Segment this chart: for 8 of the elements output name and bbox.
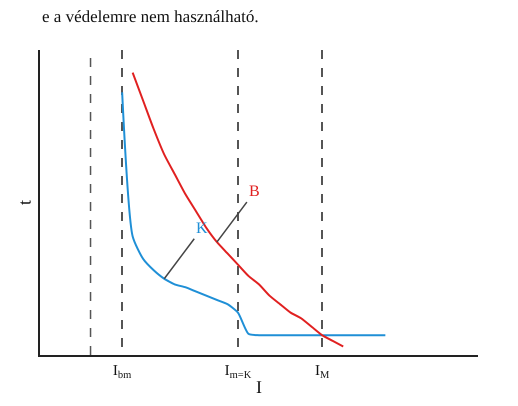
text: B	[249, 183, 260, 200]
x-tick-label: I$_{m=K}$	[224, 363, 252, 382]
x-tick-label: I$_{bm}$	[112, 363, 132, 382]
y-axis-title: t	[14, 200, 35, 206]
x-axis-title: I	[256, 376, 262, 397]
text: e a védelemre nem használható.	[42, 7, 259, 26]
text: K	[196, 220, 208, 237]
x-tick-label: I$_{M}$	[315, 363, 330, 382]
